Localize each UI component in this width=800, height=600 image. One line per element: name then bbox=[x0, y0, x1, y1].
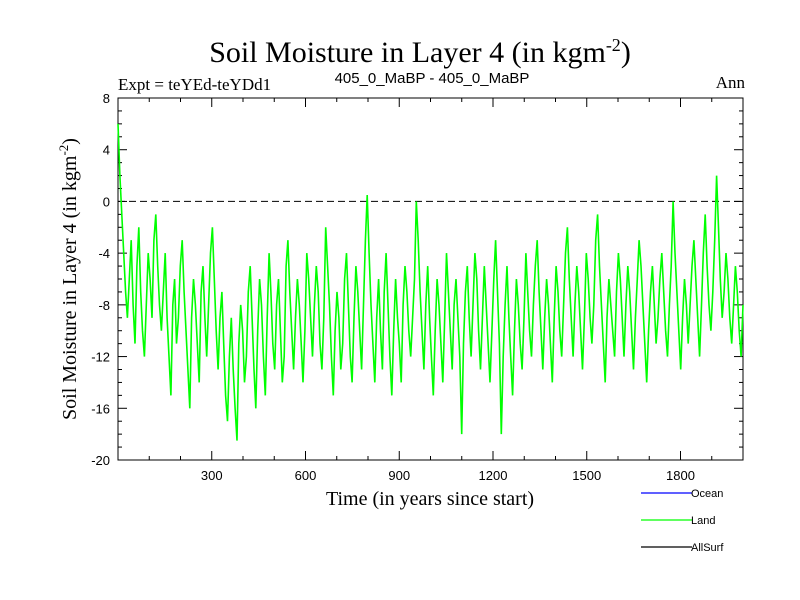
y-tick-label: -8 bbox=[98, 298, 110, 313]
y-tick-label: -20 bbox=[91, 453, 110, 468]
experiment-label: Expt = teYEd-teYDd1 bbox=[118, 75, 271, 94]
y-axis-ticks: 8 4 0 -4 -8 -12 -16 -20 bbox=[91, 91, 743, 468]
y-tick-label: -12 bbox=[91, 350, 110, 365]
x-axis-ticks: 300 600 900 1200 1500 1800 bbox=[148, 98, 713, 483]
y-tick-label: 8 bbox=[103, 91, 110, 106]
x-tick-label: 300 bbox=[201, 468, 223, 483]
legend-ocean-label: Ocean bbox=[691, 488, 723, 500]
x-tick-label: 1800 bbox=[666, 468, 695, 483]
plot-frame bbox=[117, 97, 744, 461]
x-tick-label: 1500 bbox=[572, 468, 601, 483]
chart-title: Soil Moisture in Layer 4 (in kgm-2) bbox=[209, 35, 631, 69]
x-tick-label: 600 bbox=[295, 468, 317, 483]
legend: Ocean Land AllSurf bbox=[641, 488, 724, 554]
y-tick-label: 0 bbox=[103, 194, 110, 209]
season-label: Ann bbox=[716, 73, 746, 92]
x-tick-label: 1200 bbox=[479, 468, 508, 483]
y-tick-label: -4 bbox=[98, 246, 110, 261]
x-tick-label: 900 bbox=[388, 468, 410, 483]
land-series-line bbox=[117, 123, 744, 441]
period-label: 405_0_MaBP - 405_0_MaBP bbox=[335, 70, 530, 87]
y-tick-label: 4 bbox=[103, 143, 110, 158]
x-axis-label: Time (in years since start) bbox=[326, 488, 534, 510]
legend-allsurf-label: AllSurf bbox=[691, 542, 724, 554]
y-tick-label: -16 bbox=[91, 401, 110, 416]
y-axis-label: Soil Moisture in Layer 4 (in kgm-2) bbox=[56, 138, 81, 420]
legend-land-label: Land bbox=[691, 515, 715, 527]
